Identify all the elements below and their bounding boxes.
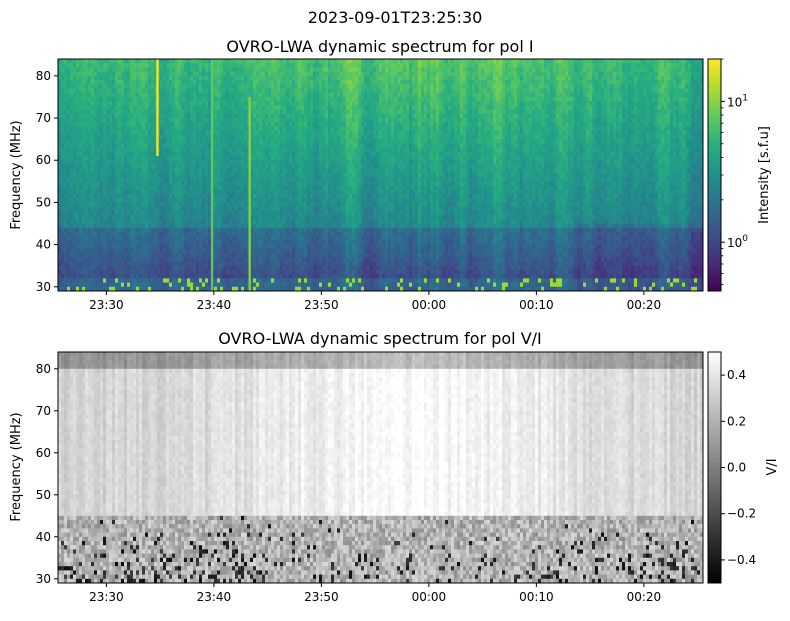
panel1-title: OVRO-LWA dynamic spectrum for pol I bbox=[226, 37, 533, 56]
panel2-heatmap bbox=[58, 352, 703, 583]
panel1-ytick-label: 40 bbox=[36, 238, 51, 252]
panel1-x-axis: 23:30 23:40 23:50 00:00 00:10 00:20 bbox=[89, 291, 661, 312]
panel1-ylabel: Frequency (MHz) bbox=[9, 120, 24, 229]
colorbar2-axis: 0.4 0.2 0.0 −0.2 −0.4 bbox=[721, 368, 756, 567]
panel-pol-vi: OVRO-LWA dynamic spectrum for pol V/I Fr… bbox=[9, 329, 780, 604]
panel1-xtick-label: 00:00 bbox=[412, 298, 447, 312]
panel1-ytick-label: 50 bbox=[36, 195, 51, 209]
panel1-xtick-label: 23:50 bbox=[304, 298, 339, 312]
panel2-xtick-label: 23:30 bbox=[89, 590, 124, 604]
colorbar2-tick-label: −0.2 bbox=[727, 507, 756, 521]
panel2-ytick-label: 40 bbox=[36, 530, 51, 544]
panel2-ytick-label: 80 bbox=[36, 362, 51, 376]
panel-pol-i: OVRO-LWA dynamic spectrum for pol I Freq… bbox=[9, 37, 772, 312]
panel1-ytick-label: 30 bbox=[36, 280, 51, 294]
panel1-xtick-label: 23:30 bbox=[89, 298, 124, 312]
panel1-ytick-label: 70 bbox=[36, 111, 51, 125]
colorbar1-tick-label: 100 bbox=[727, 234, 748, 250]
panel1-ytick-label: 80 bbox=[36, 69, 51, 83]
colorbar2-tick-label: 0.0 bbox=[727, 461, 746, 475]
panel2-xtick-label: 23:50 bbox=[304, 590, 339, 604]
figure-suptitle: 2023-09-01T23:25:30 bbox=[308, 8, 483, 27]
panel2-ytick-label: 60 bbox=[36, 446, 51, 460]
panel1-ytick-label: 60 bbox=[36, 153, 51, 167]
panel2-xtick-label: 00:10 bbox=[519, 590, 554, 604]
colorbar2-label: V/I bbox=[765, 458, 780, 475]
colorbar1-tick-label: 101 bbox=[727, 93, 748, 109]
burst-mark-2 bbox=[249, 97, 251, 291]
burst-mark-0 bbox=[156, 59, 158, 156]
colorbar1-label: Intensity [s.f.u] bbox=[757, 126, 772, 224]
panel2-xtick-label: 00:00 bbox=[412, 590, 447, 604]
panel2-xtick-label: 00:20 bbox=[627, 590, 662, 604]
colorbar2-gradient bbox=[708, 352, 721, 583]
colorbar1-gradient bbox=[708, 59, 721, 291]
panel2-title: OVRO-LWA dynamic spectrum for pol V/I bbox=[218, 329, 542, 348]
panel1-xtick-label: 00:20 bbox=[627, 298, 662, 312]
panel2-xtick-label: 23:40 bbox=[197, 590, 232, 604]
colorbar2-tick-label: −0.4 bbox=[727, 553, 756, 567]
panel2-ytick-label: 50 bbox=[36, 488, 51, 502]
colorbar2-tick-label: 0.4 bbox=[727, 368, 746, 382]
panel1-xtick-label: 23:40 bbox=[197, 298, 232, 312]
colorbar2-tick-label: 0.2 bbox=[727, 414, 746, 428]
panel2-ytick-label: 30 bbox=[36, 572, 51, 586]
panel1-heatmap bbox=[58, 59, 703, 291]
panel2-x-axis: 23:30 23:40 23:50 00:00 00:10 00:20 bbox=[89, 583, 661, 604]
panel1-y-axis: 30 40 50 60 70 80 bbox=[36, 69, 58, 294]
colorbar1-axis: 101 100 bbox=[721, 59, 748, 285]
panel2-ytick-label: 70 bbox=[36, 404, 51, 418]
panel1-xtick-label: 00:10 bbox=[519, 298, 554, 312]
panel2-ylabel: Frequency (MHz) bbox=[9, 412, 24, 521]
panel2-y-axis: 30 40 50 60 70 80 bbox=[36, 362, 58, 586]
burst-mark-1 bbox=[211, 59, 213, 291]
